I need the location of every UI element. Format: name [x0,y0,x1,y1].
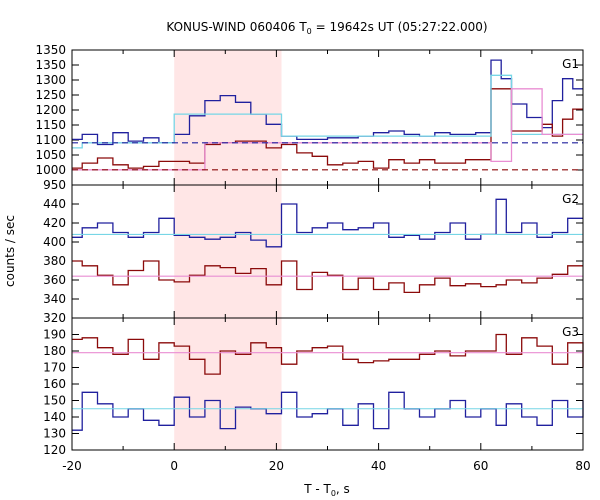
y-axis-label: counts / sec [3,215,17,287]
chart-panels: 950100010501100115012001250130013501350G… [35,43,590,473]
y-tick-label: 340 [43,292,66,306]
panel-label: G3 [562,325,579,339]
y-tick-label: 150 [43,394,66,408]
panel-g2: 320 340 360 380 400 420 440 G2 [43,184,584,325]
series-red-step [72,88,583,169]
chart-title-suffix: = 19642s UT (05:27:22.000) [312,20,488,34]
y-tick-label: 1350 [35,43,66,57]
shaded-interval [174,50,282,450]
series-blue-step [72,391,584,431]
y-tick-label: 140 [43,410,66,424]
x-tick-label: 0 [170,459,178,473]
y-tick-label: 170 [43,361,66,375]
y-tick-label: 1150 [35,118,66,132]
y-tick-label: 420 [43,216,66,230]
x-tick-label: 80 [575,459,590,473]
y-tick-label: 1200 [35,103,66,117]
y-tick-label: 950 [43,178,66,192]
series-blue-step [72,198,583,248]
series-blue-step [72,59,583,146]
panel-g3: 120 130 140 150 160 170 180 190 G3 [43,317,584,457]
x-axis-label-sub: 0 [331,489,336,498]
x-tick-label: 20 [269,459,284,473]
panel-label: G1 [562,57,579,71]
y-tick-label: 440 [43,197,66,211]
x-tick-label: 40 [371,459,386,473]
y-tick-label: 160 [43,377,66,391]
y-tick-label: 1100 [35,133,66,147]
x-axis-label-suffix: , s [336,482,350,496]
y-tick-label: 130 [43,427,66,441]
y-tick-label: 190 [43,328,66,342]
panel-g1: 950100010501100115012001250130013501350G… [35,43,584,192]
series-cyan-step [72,74,583,149]
x-tick-label: 60 [473,459,488,473]
panel-label: G2 [562,192,579,206]
y-tick-label: 1250 [35,88,66,102]
y-tick-label: 320 [43,311,66,325]
series-red-step [72,260,583,294]
y-tick-label: 1000 [35,163,66,177]
y-tick-label: 1350 [35,58,66,72]
chart-title: KONUS-WIND 060406 T0 = 19642s UT (05:27:… [166,20,487,36]
y-tick-label: 380 [43,254,66,268]
y-tick-label: 120 [43,443,66,457]
y-tick-label: 400 [43,235,66,249]
x-axis-label-prefix: T - T [303,482,331,496]
chart-title-sub: 0 [307,27,312,36]
x-tick-label: -20 [62,459,82,473]
y-tick-label: 180 [43,344,66,358]
series-pink-step [72,88,583,171]
chart-title-prefix: KONUS-WIND 060406 T [166,20,307,34]
y-tick-label: 1050 [35,148,66,162]
panel-frame [71,317,584,451]
series-red-step [72,333,584,375]
x-axis-label: T - T0, s [303,482,350,498]
y-tick-label: 360 [43,273,66,287]
y-tick-label: 1300 [35,73,66,87]
